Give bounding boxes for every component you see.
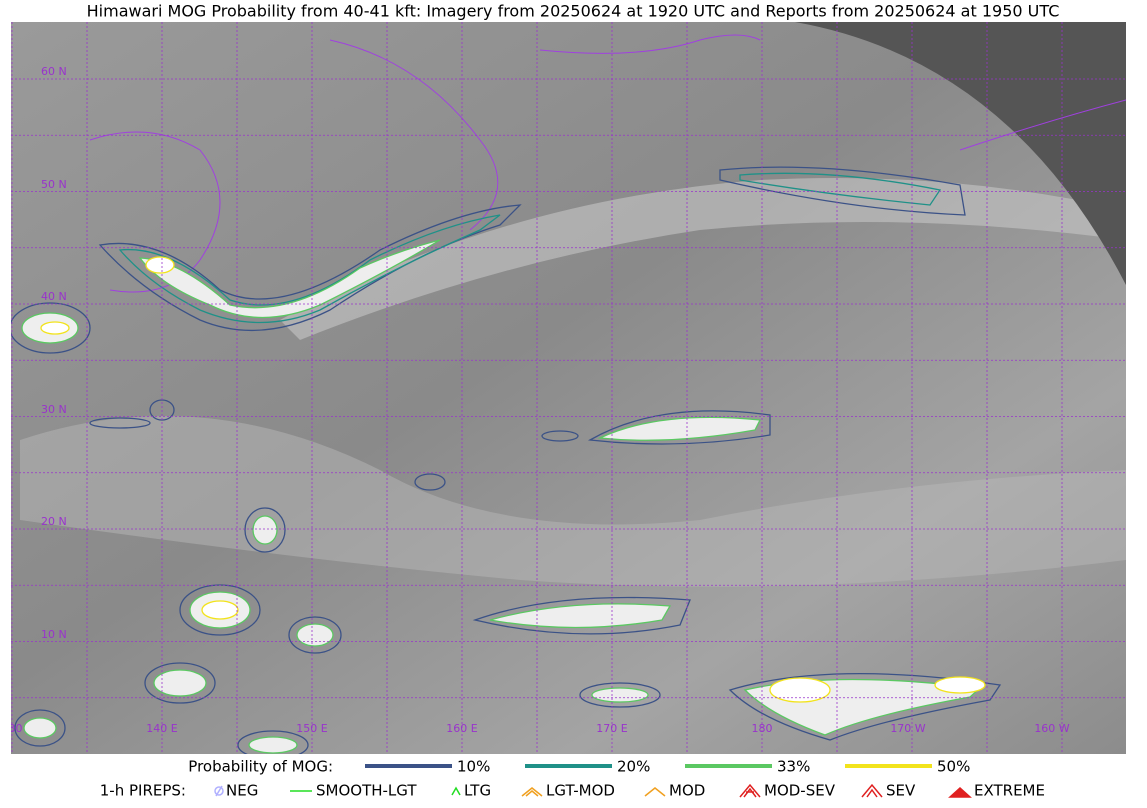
legend-item: LGT-MOD bbox=[546, 782, 615, 800]
imagery bbox=[11, 22, 1126, 754]
legend-symbol bbox=[451, 786, 461, 796]
legend-symbol bbox=[948, 786, 972, 798]
graticule-labels: 60 N 50 N 40 N 30 N 20 N 10 N 130 140 E 150 E 160… bbox=[2, 65, 1070, 735]
legend-item: MOD-SEV bbox=[764, 782, 836, 800]
longitude-label: 160 W bbox=[1034, 722, 1069, 735]
title: Himawari MOG Probability from 40-41 kft:… bbox=[87, 2, 1060, 21]
legend-item: 10% bbox=[457, 758, 490, 776]
legend-symbol bbox=[521, 787, 543, 797]
no-data bbox=[795, 22, 1126, 285]
latitude-label: 30 N bbox=[41, 403, 67, 416]
latitude-label: 50 N bbox=[41, 178, 67, 191]
latitude-label: 20 N bbox=[41, 515, 67, 528]
cloud-band bbox=[280, 178, 1126, 340]
longitude-label: 140 E bbox=[146, 722, 177, 735]
longitude-label: 170 W bbox=[890, 722, 925, 735]
legend-item: SMOOTH-LGT bbox=[316, 782, 417, 800]
longitude-label: 180 bbox=[752, 722, 773, 735]
contours bbox=[11, 166, 1002, 754]
coastline bbox=[89, 34, 1126, 293]
graticule bbox=[11, 22, 1126, 754]
legend-item: SEV bbox=[886, 782, 916, 800]
legend-symbol bbox=[861, 783, 883, 798]
legend-item: 20% bbox=[617, 758, 650, 776]
legend-item: 50% bbox=[937, 758, 970, 776]
map: 60 N 50 N 40 N 30 N 20 N 10 N 130 140 E 150 E 160… bbox=[2, 22, 1126, 754]
legend-item: MOD bbox=[669, 782, 705, 800]
legend-item: EXTREME bbox=[974, 782, 1045, 800]
latitude-label: 60 N bbox=[41, 65, 67, 78]
longitude-label: 160 E bbox=[446, 722, 477, 735]
cloud-band bbox=[20, 416, 1126, 587]
latitude-label: 10 N bbox=[41, 628, 67, 641]
latitude-label: 40 N bbox=[41, 290, 67, 303]
legend-label: 1-h PIREPS: bbox=[100, 782, 186, 800]
legend-item: LTG bbox=[464, 782, 491, 800]
longitude-label: 150 E bbox=[296, 722, 327, 735]
longitude-label: 130 bbox=[2, 722, 23, 735]
legend: Probability of MOG: 10% 20% 33% 50% 1-h PIREP… bbox=[100, 758, 1045, 800]
legend-symbol bbox=[644, 787, 666, 797]
legend-symbol bbox=[739, 783, 761, 798]
longitude-label: 170 E bbox=[596, 722, 627, 735]
legend-item: 33% bbox=[777, 758, 810, 776]
legend-label: Probability of MOG: bbox=[188, 758, 333, 776]
legend-item: NEG bbox=[226, 782, 258, 800]
legend-symbol bbox=[214, 785, 224, 797]
